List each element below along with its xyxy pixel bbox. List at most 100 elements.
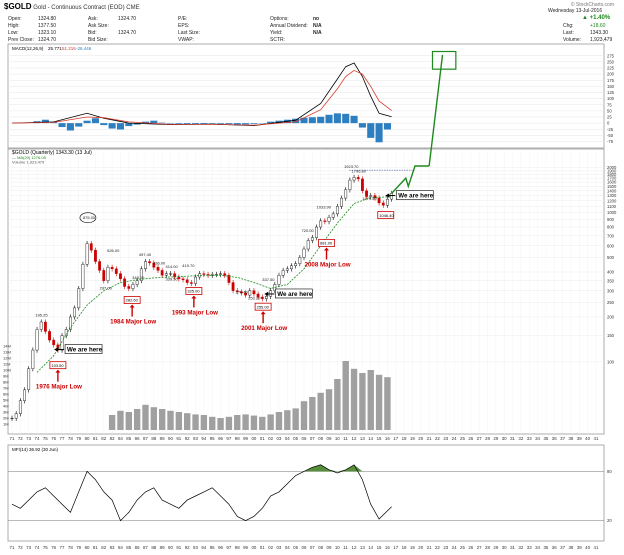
volume-bar (300, 401, 308, 430)
x-tick-label: 85 (126, 436, 131, 441)
x-tick-label: 36 (552, 436, 557, 441)
low-price-value: 1046.40 (379, 213, 394, 218)
price-bar (119, 273, 122, 280)
macd-tick-label: 0 (607, 121, 610, 126)
price-label: 875.00 (83, 215, 96, 220)
x-tick-label: 26 (468, 436, 473, 441)
price-bar (89, 243, 93, 251)
x-tick-label-bottom: 83 (110, 545, 115, 550)
x-tick-label-bottom: 33 (527, 545, 532, 550)
price-bar (81, 264, 85, 289)
x-tick-label-bottom: 78 (68, 545, 73, 550)
x-tick-label: 02 (268, 436, 273, 441)
price-bar (131, 284, 135, 289)
x-tick-label: 32 (518, 436, 523, 441)
macd-histogram-bar (333, 113, 341, 124)
volume-bar (292, 408, 299, 430)
volume-tick-label: 9M (3, 374, 9, 379)
price-tick-label: 500 (607, 255, 615, 260)
yield-label: Yield: (270, 30, 283, 36)
x-tick-label: 77 (60, 436, 65, 441)
price-chart-title: $GOLD (Quarterly) 1343.30 (13 Jul) (12, 150, 92, 156)
x-tick-label: 72 (18, 436, 23, 441)
x-tick-label: 87 (143, 436, 148, 441)
macd-histogram-bar (183, 123, 191, 125)
x-tick-label-bottom: 04 (285, 545, 290, 550)
volume-tick-label: 12M (3, 356, 11, 361)
x-tick-label: 08 (318, 436, 323, 441)
volume-bar (108, 415, 116, 430)
price-bar (68, 316, 72, 330)
macd-histogram-bar (233, 123, 241, 125)
price-bar (340, 197, 343, 207)
volume-value: 1,923,479 (590, 37, 613, 43)
x-tick-label: 03 (276, 436, 281, 441)
callout-text: We are here (277, 291, 313, 298)
price-bar (235, 290, 239, 292)
bid-label: Bid: (88, 30, 97, 36)
macd-panel (7, 43, 605, 149)
volume-bar (167, 410, 174, 430)
price-bar (160, 270, 164, 276)
macd-histogram-bar (350, 115, 358, 124)
eps-label: EPS: (178, 23, 190, 29)
price-bar (144, 261, 147, 270)
macd-histogram-bar (133, 123, 141, 125)
x-tick-label: 84 (118, 436, 123, 441)
volume-bar (317, 392, 324, 430)
callout-arrow-head (264, 291, 269, 297)
macd-histogram-bar (267, 121, 275, 124)
volume-bar (384, 377, 391, 430)
price-bar (210, 274, 214, 276)
x-tick-label: 06 (302, 436, 307, 441)
low-price-box (49, 361, 67, 370)
macd-histogram-bar (375, 123, 383, 143)
price-bar (23, 389, 26, 401)
volume-bar (325, 389, 333, 430)
price-tick-label: 350 (607, 278, 615, 283)
last-value: 1343.30 (590, 30, 609, 36)
price-bar (39, 321, 43, 330)
x-tick-label-bottom: 02 (268, 545, 273, 550)
sctr-label: SCTR: (270, 37, 285, 43)
x-tick-label-bottom: 18 (402, 545, 407, 550)
macd-histogram-bar (383, 123, 391, 130)
volume-bar (125, 412, 132, 430)
x-tick-label-bottom: 25 (460, 545, 465, 550)
price-bar (31, 349, 35, 369)
brand: © StockCharts.com (570, 2, 614, 8)
x-tick-label: 27 (477, 436, 482, 441)
x-tick-label: 37 (560, 436, 565, 441)
description: Gold - Continuous Contract (EOD) (33, 5, 125, 11)
change-value: +18.60 (590, 23, 606, 29)
price-bar (139, 268, 143, 281)
macd-histogram-bar (141, 121, 150, 124)
bid-value: 1324.70 (118, 30, 137, 36)
x-tick-label-bottom: 85 (126, 545, 131, 550)
price-bar (248, 290, 252, 296)
macd-histogram-bar (200, 123, 208, 125)
price-bar (73, 307, 76, 318)
major-low-label: 1976 Major Low (36, 384, 82, 391)
x-tick-label-bottom: 88 (151, 545, 156, 550)
low-price-value: 325.00 (187, 289, 200, 294)
x-tick-label-bottom: 01 (260, 545, 265, 550)
x-tick-label: 41 (594, 436, 599, 441)
x-tick-label-bottom: 34 (535, 545, 540, 550)
options-label: Options: (270, 16, 289, 22)
price-bar (315, 226, 318, 238)
macd-histogram-bar (116, 123, 125, 130)
volume-bar (175, 412, 183, 430)
volume-tick-label: 4M (3, 404, 9, 409)
price-tick-label: 1000 (607, 210, 617, 215)
price-bar (377, 197, 381, 204)
price-bar (281, 270, 285, 276)
x-tick-label-bottom: 14 (368, 545, 373, 550)
volume-tick-label: 11M (3, 362, 10, 367)
x-tick-label: 04 (285, 436, 290, 441)
price-bar (344, 189, 348, 199)
price-bar (365, 190, 368, 197)
x-tick-label: 29 (493, 436, 498, 441)
macd-histogram-bar (367, 123, 375, 138)
macd-tick-label: 25 (607, 115, 612, 120)
